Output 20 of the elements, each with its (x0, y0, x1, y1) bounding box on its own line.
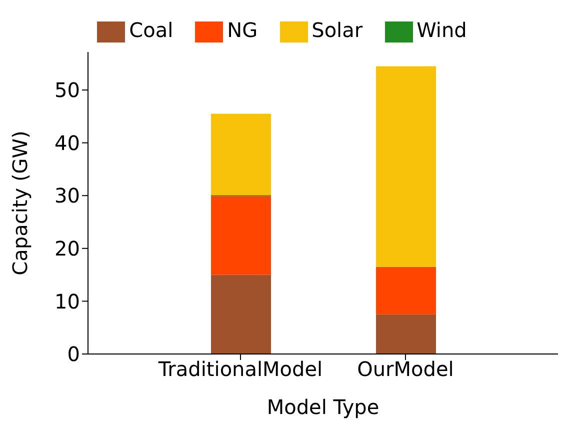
legend-label: Solar (312, 18, 363, 42)
y-tick-label: 20 (54, 236, 80, 261)
bar (211, 196, 271, 275)
legend-label: NG (227, 18, 258, 42)
bar (376, 266, 436, 314)
y-tick-label: 50 (54, 78, 80, 102)
y-tick-label: 40 (54, 130, 80, 155)
bar (211, 114, 271, 196)
y-axis-title: Capacity (GW) (8, 130, 32, 276)
bar (376, 314, 436, 354)
bar (376, 66, 436, 267)
x-axis-title: Model Type (266, 395, 380, 420)
x-tick-label: OurModel (357, 357, 454, 382)
y-tick-label: 10 (54, 289, 80, 314)
y-tick-label: 0 (67, 342, 80, 366)
legend-label: Wind (416, 18, 467, 42)
y-tick-label: 30 (54, 184, 80, 208)
bar (211, 274, 271, 354)
legend-label: Coal (129, 18, 174, 42)
x-tick-label: TraditionalModel (157, 357, 323, 382)
